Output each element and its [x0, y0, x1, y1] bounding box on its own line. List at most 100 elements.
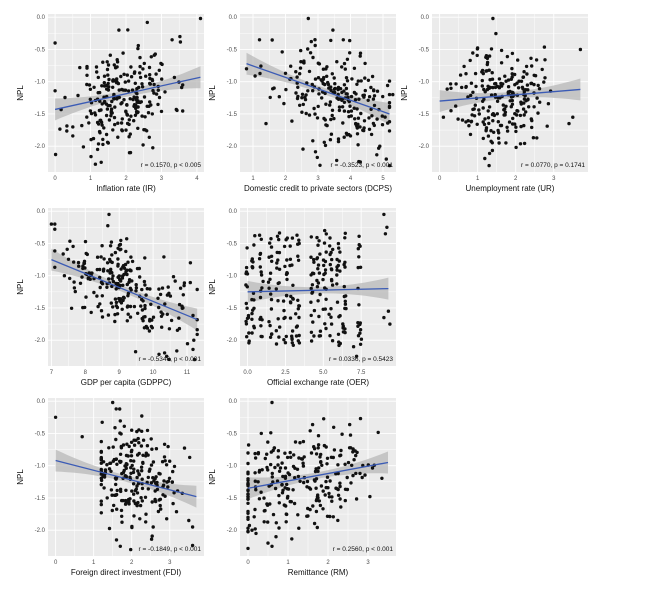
data-point [195, 287, 199, 292]
data-point [120, 128, 124, 132]
data-point [93, 113, 98, 117]
data-point [309, 451, 314, 455]
data-point [497, 77, 502, 81]
data-point [145, 444, 150, 448]
data-point [61, 252, 65, 256]
data-point [146, 475, 150, 480]
data-point [311, 139, 315, 143]
data-point [370, 114, 374, 118]
data-point [339, 505, 343, 509]
data-point [342, 284, 346, 289]
data-point [497, 131, 501, 135]
data-point [119, 508, 124, 513]
data-point [307, 113, 312, 117]
data-point [328, 100, 333, 104]
data-point [350, 463, 354, 467]
data-point [119, 301, 124, 305]
regression-line [247, 461, 389, 489]
data-point [284, 293, 289, 298]
data-point [53, 222, 57, 226]
data-point [127, 135, 131, 139]
data-point [258, 252, 262, 256]
data-point [335, 60, 339, 64]
data-point [322, 263, 326, 268]
data-point [140, 114, 144, 118]
data-point [107, 77, 111, 82]
data-point [358, 342, 363, 346]
data-point [360, 475, 364, 480]
y-tick-label: -1.0 [35, 80, 46, 86]
data-point [345, 475, 349, 480]
data-point [260, 286, 264, 290]
data-point [137, 266, 141, 271]
data-point [324, 297, 328, 301]
data-point [89, 154, 93, 159]
data-point [272, 86, 276, 90]
data-point [489, 129, 493, 133]
data-point [296, 307, 300, 311]
data-point [88, 87, 93, 92]
data-point [504, 141, 508, 145]
data-point [310, 422, 315, 427]
data-point [471, 90, 475, 95]
data-point [247, 523, 252, 528]
data-point [111, 128, 115, 132]
x-tick-label: 2 [514, 176, 518, 182]
data-point [88, 97, 93, 102]
data-point [269, 245, 274, 249]
data-point [491, 16, 495, 21]
data-point [178, 34, 182, 39]
data-point [133, 350, 138, 354]
data-point [282, 503, 286, 507]
data-point [98, 275, 102, 280]
data-point [336, 332, 341, 336]
data-point [356, 116, 361, 120]
data-point [165, 354, 169, 358]
data-point [338, 481, 342, 485]
data-point [111, 305, 115, 309]
data-point [481, 106, 485, 110]
data-point [162, 351, 167, 355]
data-point [483, 117, 487, 121]
data-point [510, 98, 514, 103]
data-point [120, 276, 125, 280]
data-point [523, 94, 527, 98]
data-point [109, 488, 114, 492]
data-point [109, 240, 114, 244]
data-point [132, 304, 137, 309]
data-point [132, 71, 137, 75]
data-point [297, 304, 301, 308]
data-point [138, 71, 142, 75]
data-point [140, 85, 145, 89]
data-point [53, 415, 58, 419]
data-point [77, 264, 81, 268]
data-point [274, 329, 278, 333]
data-point [134, 97, 139, 101]
data-point [387, 163, 392, 168]
data-point [72, 280, 76, 284]
data-point [291, 283, 295, 287]
data-point [472, 114, 477, 118]
data-point [342, 135, 346, 139]
data-point [246, 451, 250, 455]
data-point [343, 67, 347, 71]
regression-line [54, 76, 201, 111]
data-point [246, 492, 250, 496]
data-point [131, 97, 135, 102]
data-point [485, 62, 489, 67]
data-point [316, 299, 320, 303]
data-point [274, 535, 278, 539]
data-point [143, 283, 147, 287]
data-point [285, 271, 289, 275]
data-point [297, 238, 301, 242]
data-point [166, 479, 171, 483]
data-point [68, 276, 72, 281]
x-tick-label: 0 [53, 176, 57, 182]
data-point [331, 247, 335, 252]
x-tick-label: 4 [349, 176, 353, 182]
data-point [323, 118, 327, 122]
correlation-annotation: r = 0.2560, p < 0.001 [333, 546, 394, 553]
x-tick-label: 1 [251, 176, 255, 182]
data-point [371, 97, 376, 101]
data-point [162, 479, 166, 483]
